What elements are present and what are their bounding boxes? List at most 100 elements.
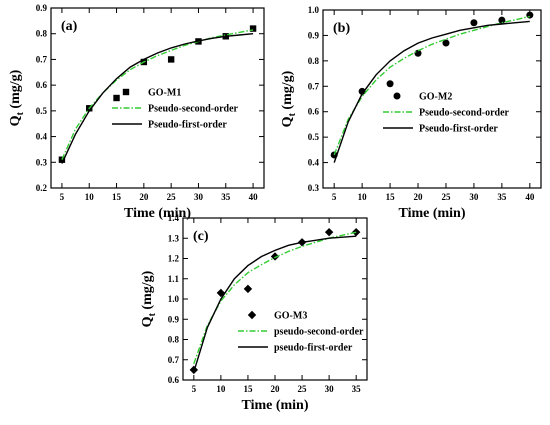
data-point [470, 19, 478, 27]
panel-label: (c) [193, 229, 209, 244]
legend-label: GO-M3 [274, 311, 307, 322]
x-tick-label: 15 [243, 384, 253, 394]
y-axis-title-main: Q [140, 316, 155, 327]
legend: GO-M3 pseudo-second-order pseudo-first-ord… [238, 311, 364, 354]
y-tick-label: 0.5 [36, 106, 48, 116]
plot-frame [50, 7, 265, 189]
x-tick-label: 25 [298, 384, 308, 394]
y-tick-label: 1.1 [168, 274, 180, 284]
x-tick-label: 30 [325, 384, 335, 394]
legend-label: Pseudo-second-order [419, 108, 510, 119]
x-tick-label: 35 [497, 192, 507, 202]
x-tick-label: 30 [469, 192, 479, 202]
legend-label: Pseudo-second-order [148, 104, 239, 115]
y-tick-label: 0.8 [168, 335, 180, 345]
x-tick-label: 10 [85, 192, 95, 202]
y-tick-label: 0.3 [36, 157, 48, 167]
y-tick-label: 0.3 [308, 183, 320, 193]
legend-label: Pseudo-first-order [419, 124, 498, 135]
panel-a: 5 10 15 20 25 30 35 40 0.2 0.3 0.4 0.5 0.6 0.7 0.8 0.9 T… [8, 3, 265, 221]
data-point [58, 156, 66, 163]
y-tick-label: 0.2 [36, 183, 48, 193]
series-line-pseudo-first-order [193, 235, 357, 373]
data-point [442, 39, 450, 47]
y-tick-label: 0.7 [168, 355, 180, 365]
x-tick-label: 20 [139, 192, 149, 202]
series-line-pseudo-first-order [61, 33, 254, 164]
y-tick-label: 1.2 [168, 254, 180, 264]
y-axis-title: Qt (mg/g) [140, 270, 158, 327]
legend-marker [393, 92, 401, 100]
y-axis-title-sub: t [287, 112, 298, 116]
x-tick-label: 15 [112, 192, 122, 202]
plot-frame [322, 9, 542, 189]
panel-label: (a) [61, 19, 78, 34]
data-point [498, 16, 506, 24]
y-tick-label: 0.9 [36, 3, 48, 13]
legend-label: Pseudo-first-order [148, 120, 227, 131]
legend-label: GO-M1 [148, 88, 181, 99]
y-tick-label: 0.6 [168, 375, 180, 385]
data-point [167, 56, 175, 63]
y-tick-label: 0.7 [308, 81, 320, 91]
y-tick-label: 0.7 [36, 54, 48, 64]
x-tick-label: 10 [216, 384, 226, 394]
x-axis-title: Time (min) [241, 398, 308, 413]
x-tick-label: 25 [167, 192, 177, 202]
data-point [249, 25, 257, 32]
y-axis-title-unit: (mg/g) [8, 69, 23, 112]
plot-frame [182, 217, 368, 381]
y-tick-label: 0.6 [308, 107, 320, 117]
y-axis-title-main: Q [8, 115, 23, 126]
y-axis-title-main: Q [280, 116, 295, 127]
data-point [386, 80, 394, 88]
y-axis-title-sub: t [147, 312, 158, 316]
y-tick-label: 0.9 [308, 30, 320, 40]
panel-c: 5 10 15 20 25 30 35 0.6 0.7 0.8 0.9 1.0 1.1 1.2 1.3 1.4… [140, 213, 368, 413]
y-tick-label: 1.0 [168, 294, 180, 304]
y-tick-label: 0.4 [308, 158, 320, 168]
x-tick-label: 35 [221, 192, 231, 202]
x-tick-label: 15 [386, 192, 396, 202]
data-point [358, 87, 366, 95]
x-tick-label: 40 [249, 192, 259, 202]
data-point [270, 252, 280, 261]
x-tick-label: 20 [414, 192, 424, 202]
x-axis-title: Time (min) [398, 206, 465, 221]
y-axis-title-sub: t [15, 111, 26, 115]
legend-label: pseudo-second-order [274, 327, 364, 338]
series-line-pseudo-first-order [333, 20, 530, 163]
data-point [324, 227, 334, 237]
y-axis-title-unit: (mg/g) [280, 70, 295, 113]
legend: GO-M2 Pseudo-second-order Pseudo-first-ord… [383, 92, 510, 135]
x-tick-label: 25 [441, 192, 451, 202]
data-point [526, 11, 534, 19]
x-tick-label: 5 [192, 384, 197, 394]
legend-marker [122, 88, 130, 96]
y-tick-label: 1.4 [168, 213, 180, 223]
y-tick-label: 0.8 [36, 29, 48, 39]
panel-b: 5 10 15 20 25 30 35 40 0.3 0.4 0.5 0.6 0.7 0.8 0.9 1.0 T… [280, 5, 542, 221]
y-axis-title: Qt (mg/g) [8, 69, 26, 126]
x-axis-title: Time (min) [124, 206, 191, 221]
legend-label: pseudo-first-order [274, 343, 353, 354]
data-point [113, 94, 120, 102]
legend-marker [247, 310, 257, 320]
y-tick-label: 1.3 [168, 233, 180, 243]
legend: GO-M1 Pseudo-second-order Pseudo-first-ord… [112, 88, 239, 131]
y-axis-title-unit: (mg/g) [140, 270, 155, 313]
panel-label: (b) [333, 21, 350, 36]
data-point [243, 284, 253, 294]
x-tick-label: 35 [352, 384, 362, 394]
legend-label: GO-M2 [419, 92, 452, 103]
y-tick-label: 0.6 [36, 80, 48, 90]
y-axis-title: Qt (mg/g) [280, 70, 298, 127]
y-tick-label: 1.0 [308, 5, 320, 15]
y-tick-label: 0.8 [308, 56, 320, 66]
x-tick-label: 20 [271, 384, 281, 394]
data-point [414, 49, 422, 57]
y-tick-label: 0.9 [168, 314, 180, 324]
x-tick-label: 5 [60, 192, 65, 202]
x-tick-label: 30 [194, 192, 204, 202]
y-tick-label: 0.4 [36, 132, 48, 142]
